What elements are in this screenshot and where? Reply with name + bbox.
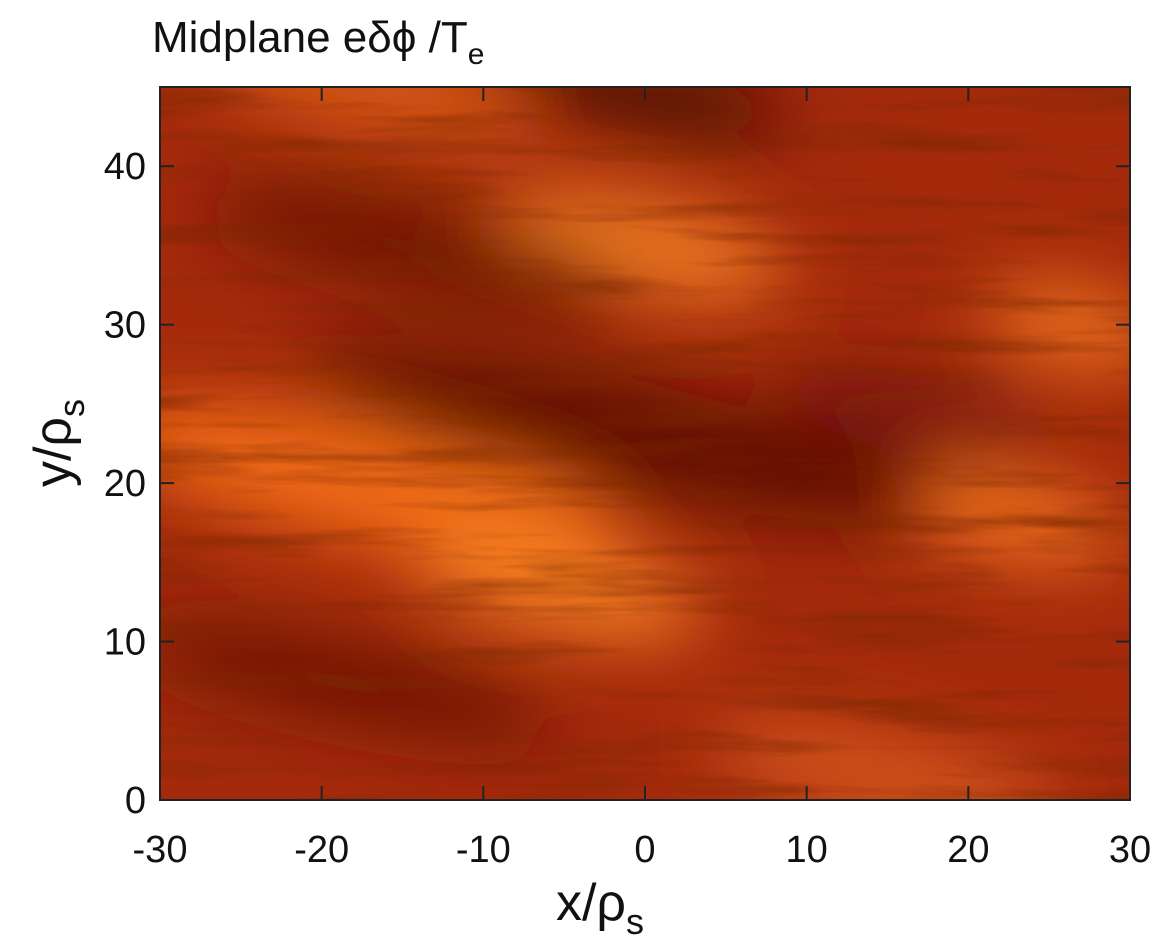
field (160, 87, 1130, 800)
x-tick-label: 20 (947, 829, 989, 871)
x-tick-label: 10 (786, 829, 828, 871)
y-tick-label: 10 (104, 622, 146, 664)
y-tick-label: 30 (104, 305, 146, 347)
x-tick-label: -10 (456, 829, 511, 871)
y-tick-label: 20 (104, 463, 146, 505)
x-tick-label: 0 (634, 829, 655, 871)
y-tick-label: 40 (104, 146, 146, 188)
y-tick-label: 0 (125, 780, 146, 822)
x-axis-label: x/ρs (556, 874, 644, 942)
x-tick-label: -30 (133, 829, 188, 871)
axes: -30 -20 -10 0 10 20 30 0 10 20 30 40 (104, 87, 1151, 871)
x-tick-label: -20 (294, 829, 349, 871)
chart-title: Midplane eδϕ /Te (152, 13, 484, 71)
x-tick-label: 30 (1109, 829, 1151, 871)
y-axis-label: y/ρs (24, 399, 92, 487)
